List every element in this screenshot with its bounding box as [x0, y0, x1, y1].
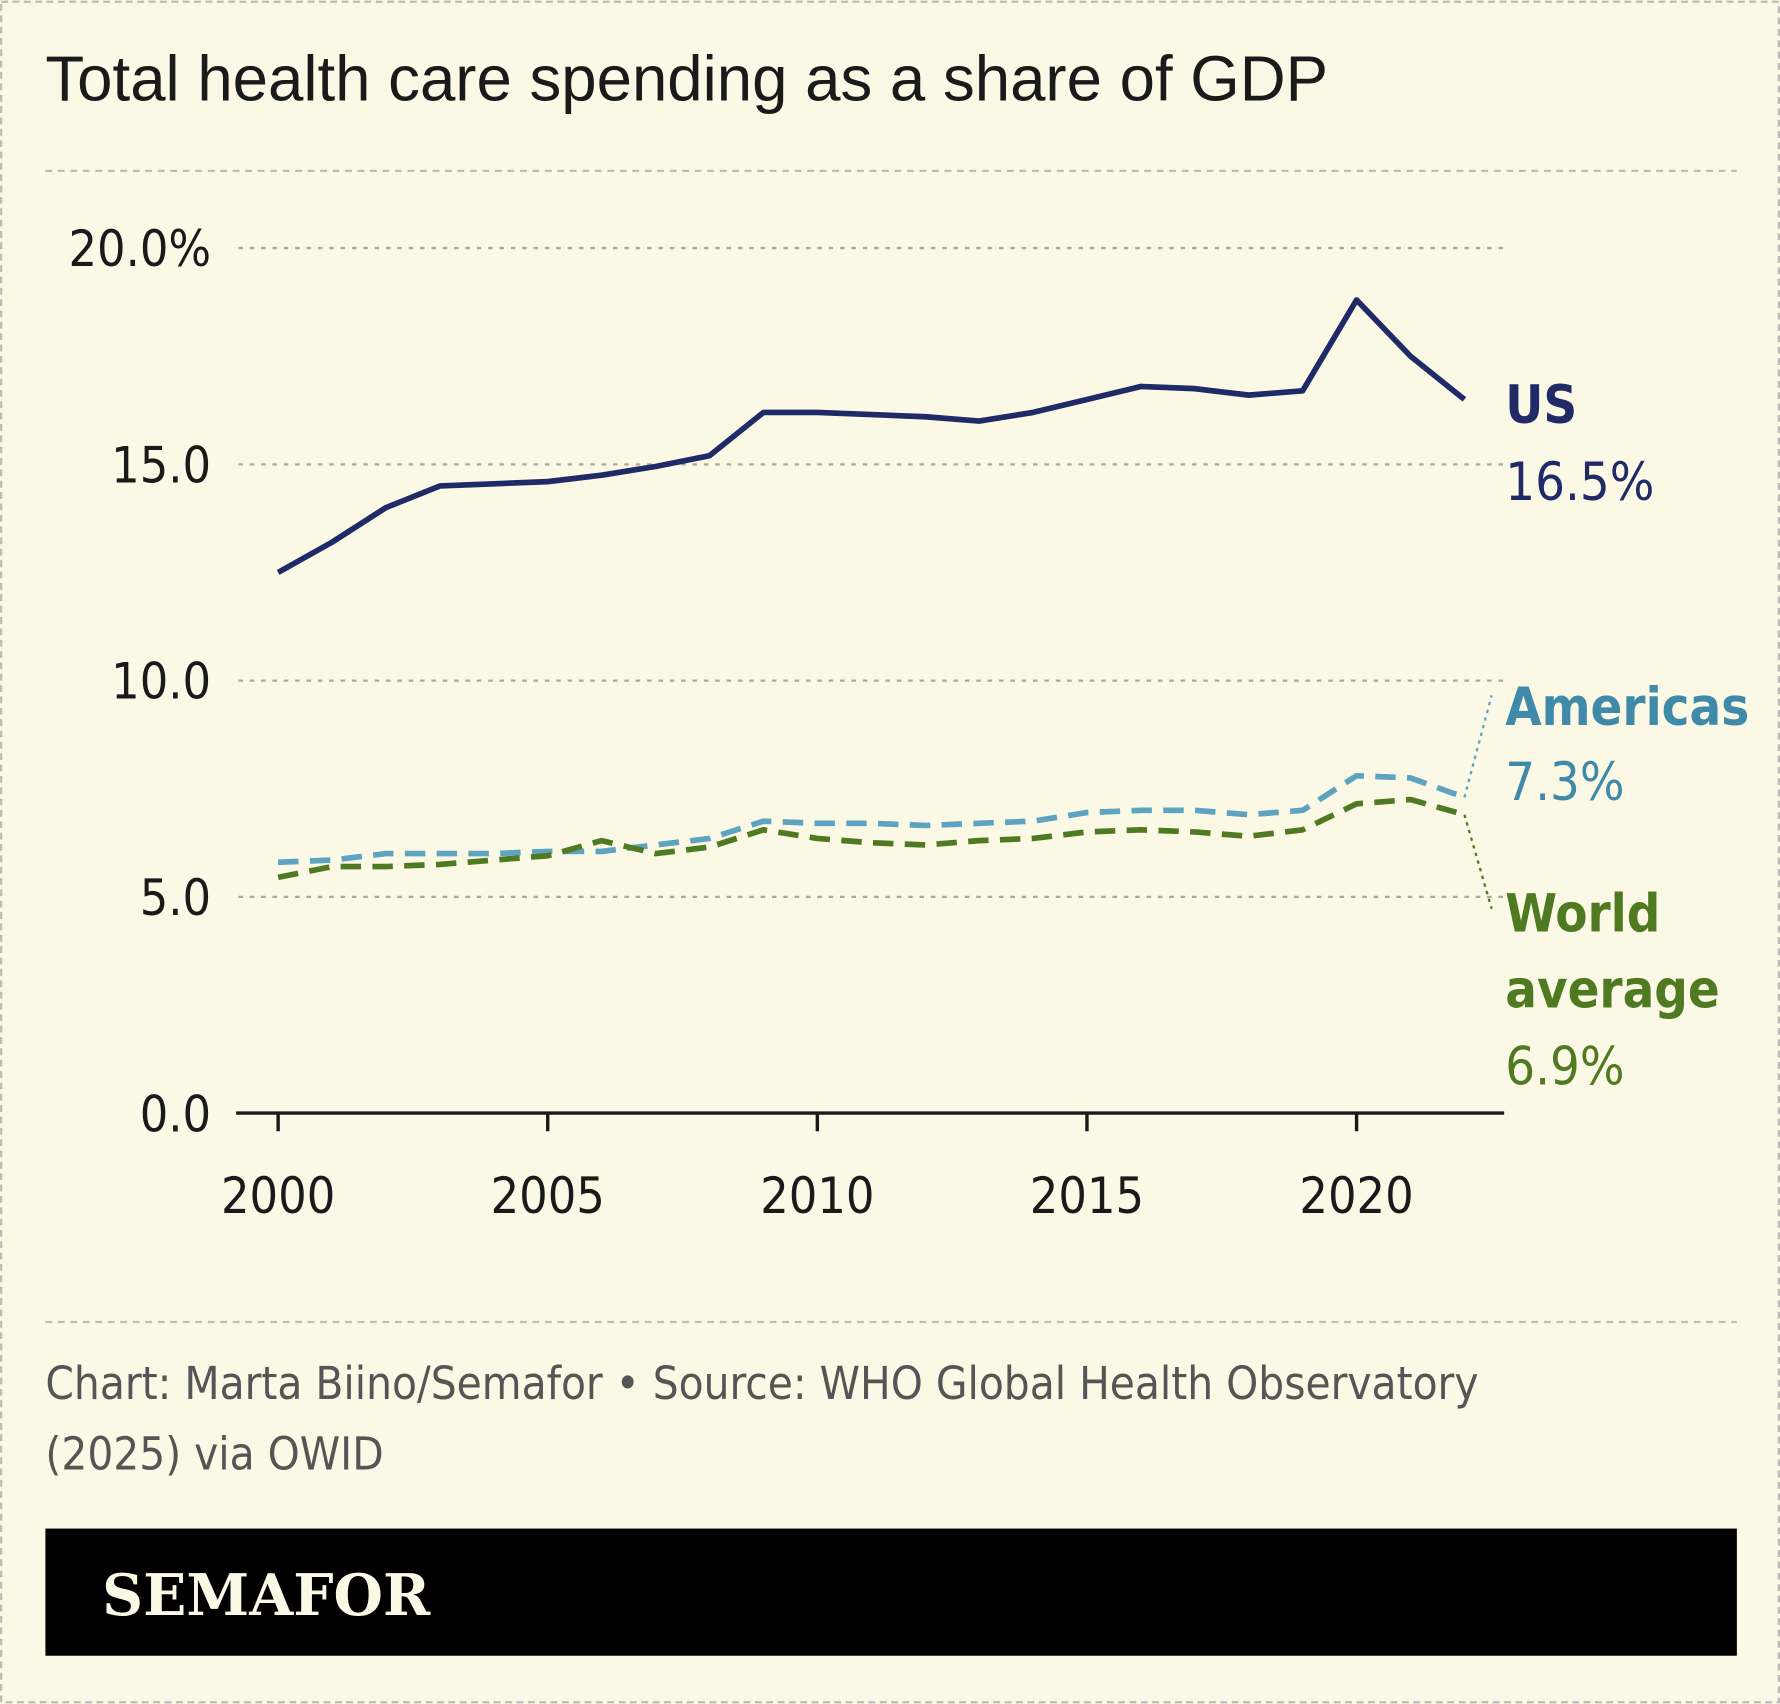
world-leader-line — [1463, 814, 1493, 910]
series-line-us — [276, 297, 1467, 575]
x-tick-label: 2020 — [1299, 1167, 1413, 1225]
us-value-label: 16.5% — [1505, 453, 1654, 513]
y-axis-ticks: 0.0 5.0 10.0 15.0 20.0% — [68, 220, 211, 1143]
world-value-label: 6.9% — [1505, 1038, 1624, 1098]
x-tick-label: 2010 — [760, 1167, 874, 1225]
credit-line-2: (2025) via OWID — [45, 1428, 383, 1481]
brand-bar — [45, 1528, 1737, 1656]
us-label: US — [1505, 376, 1577, 436]
series-line-americas — [278, 772, 1466, 866]
y-tick-label: 5.0 — [140, 869, 211, 927]
credit-line-1: Chart: Marta Biino/Semafor • Source: WHO… — [45, 1357, 1478, 1410]
americas-label: Americas — [1505, 678, 1749, 738]
x-tick-label: 2015 — [1030, 1167, 1144, 1225]
x-tick-label: 2000 — [221, 1167, 335, 1225]
americas-leader-line — [1463, 695, 1493, 798]
world-label-line-1: World — [1505, 884, 1660, 944]
y-tick-label: 10.0 — [111, 653, 211, 711]
y-tick-label: 0.0 — [140, 1085, 211, 1143]
world-label-line-2: average — [1505, 961, 1720, 1021]
semafor-logo: SEMAFOR — [102, 1563, 431, 1629]
x-tick-label: 2005 — [491, 1167, 605, 1225]
y-tick-label: 15.0 — [111, 436, 211, 494]
americas-value-label: 7.3% — [1505, 753, 1624, 813]
x-axis-ticks: 2000 2005 2010 2015 2020 — [221, 1111, 1505, 1225]
chart-title: Total health care spending as a share of… — [45, 43, 1328, 114]
series-labels: US 16.5% Americas 7.3% World average 6.9% — [1463, 376, 1749, 1098]
y-tick-label: 20.0% — [68, 220, 211, 278]
series-line-world-average — [277, 796, 1466, 881]
series-lines — [276, 297, 1467, 881]
